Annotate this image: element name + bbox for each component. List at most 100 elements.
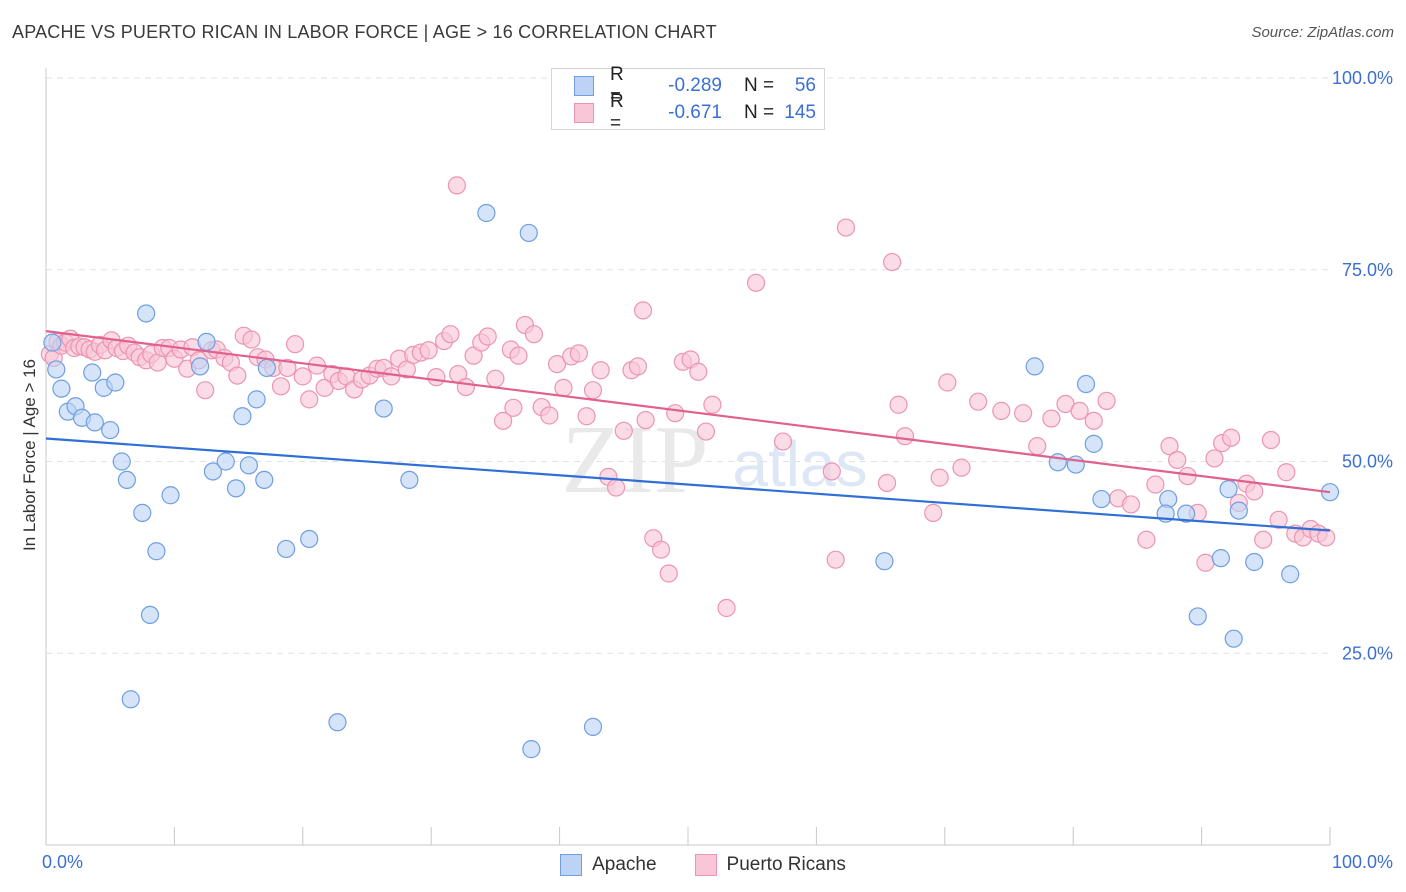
puerto-rican-point xyxy=(427,368,446,387)
puerto-rican-point xyxy=(242,330,261,349)
puerto-rican-trend-line xyxy=(45,330,1331,494)
puerto-rican-point xyxy=(285,335,305,354)
puerto-rican-point xyxy=(659,564,678,583)
puerto-rican-point xyxy=(1317,528,1336,547)
puerto-rican-point xyxy=(938,373,957,392)
puerto-rican-point xyxy=(1042,409,1061,428)
apache-trend-line xyxy=(45,437,1331,532)
puerto-rican-point xyxy=(441,325,460,344)
puerto-rican-point xyxy=(717,598,736,618)
puerto-rican-point xyxy=(419,341,438,360)
puerto-rican-point xyxy=(300,390,319,409)
puerto-rican-point xyxy=(554,378,573,397)
apache-point xyxy=(400,470,419,490)
puerto-rican-point xyxy=(746,273,766,292)
puerto-rican-point xyxy=(278,358,297,378)
apache-point xyxy=(1084,434,1103,453)
apache-point xyxy=(47,360,66,379)
apache-point xyxy=(161,486,180,505)
puerto-rican-point xyxy=(1146,475,1165,494)
puerto-rican-point xyxy=(773,432,793,451)
puerto-rican-point xyxy=(456,378,475,397)
apache-point xyxy=(1281,565,1300,584)
puerto-rican-point xyxy=(703,395,722,414)
apache-point xyxy=(233,407,252,426)
x-tick-label: 0.0% xyxy=(42,852,83,872)
puerto-rican-point xyxy=(1196,553,1215,572)
apache-point xyxy=(477,203,496,223)
puerto-rican-point xyxy=(822,462,841,481)
watermark: ZIP atlas xyxy=(562,406,868,514)
apache-point xyxy=(133,503,152,522)
puerto-rican-point xyxy=(591,361,610,380)
n-value: 145 xyxy=(784,102,816,123)
legend-label-apache: Apache xyxy=(592,854,657,875)
puerto-rican-point xyxy=(577,407,596,426)
puerto-rican-point xyxy=(547,354,567,374)
r-value: -0.671 xyxy=(668,102,722,123)
puerto-rican-point xyxy=(504,398,523,417)
n-label: N = xyxy=(744,102,775,123)
apache-swatch xyxy=(574,76,594,96)
legend-label-puerto-ricans: Puerto Ricans xyxy=(726,854,846,875)
apache-point xyxy=(137,304,156,323)
puerto-rican-point xyxy=(1222,428,1241,447)
puerto-rican-point xyxy=(271,377,291,396)
puerto-rican-point xyxy=(614,421,633,440)
puerto-ricans-swatch xyxy=(694,854,717,876)
apache-point xyxy=(226,479,246,498)
apache-point xyxy=(1188,607,1207,626)
watermark-atlas: atlas xyxy=(732,428,867,500)
puerto-rican-point xyxy=(509,346,528,365)
legend-item-puerto-ricans[interactable]: Puerto Ricans xyxy=(694,854,846,876)
puerto-rican-point xyxy=(628,357,648,376)
apache-swatch xyxy=(560,854,583,876)
puerto-rican-point xyxy=(1070,401,1089,420)
apache-point xyxy=(197,332,216,351)
apache-point xyxy=(239,456,258,475)
apache-point xyxy=(1092,489,1111,509)
puerto-rican-point xyxy=(826,550,845,569)
apache-point xyxy=(1025,357,1044,376)
puerto-rican-point xyxy=(1254,530,1273,549)
puerto-rican-point xyxy=(930,468,949,487)
puerto-rican-point xyxy=(666,404,685,423)
puerto-rican-point xyxy=(696,422,716,441)
puerto-rican-point xyxy=(228,366,247,385)
puerto-rican-point xyxy=(478,327,497,346)
correlation-legend: R = -0.289 N = 56 R = -0.671 N = 145 xyxy=(551,64,825,134)
y-tick-label: 75.0% xyxy=(1342,260,1393,280)
apache-point xyxy=(101,420,120,440)
legend-row-apache: R = -0.289 N = 56 xyxy=(574,64,816,107)
puerto-ricans-swatch xyxy=(574,103,594,123)
apache-point xyxy=(277,539,296,559)
puerto-rican-point xyxy=(1084,411,1103,430)
puerto-rican-point xyxy=(1137,530,1156,549)
puerto-rican-point xyxy=(689,362,708,381)
puerto-rican-point xyxy=(633,301,653,320)
puerto-rican-point xyxy=(1121,495,1141,514)
apache-point xyxy=(875,552,894,571)
apache-point xyxy=(52,379,71,398)
apache-point xyxy=(147,542,166,561)
apache-point xyxy=(1229,501,1248,520)
y-tick-label: 100.0% xyxy=(1332,68,1393,88)
puerto-rican-point xyxy=(606,478,626,497)
apache-point xyxy=(583,717,603,736)
r-label: R = xyxy=(610,64,624,107)
apache-point xyxy=(140,605,160,625)
puerto-rican-point xyxy=(1269,510,1288,529)
y-tick-label: 25.0% xyxy=(1342,643,1393,663)
puerto-rican-point xyxy=(293,367,312,386)
legend-item-apache[interactable]: Apache xyxy=(560,854,657,876)
axes xyxy=(45,68,1331,846)
puerto-rican-point xyxy=(952,458,971,477)
apache-point xyxy=(522,740,541,759)
puerto-rican-point xyxy=(1205,449,1224,468)
apache-point xyxy=(374,399,393,418)
apache-point xyxy=(190,357,210,376)
puerto-rican-point xyxy=(1245,482,1264,501)
source-label: Source: ZipAtlas.com xyxy=(1251,24,1394,41)
apache-point xyxy=(83,363,102,382)
series-legend: Apache Puerto Ricans xyxy=(0,852,1406,878)
